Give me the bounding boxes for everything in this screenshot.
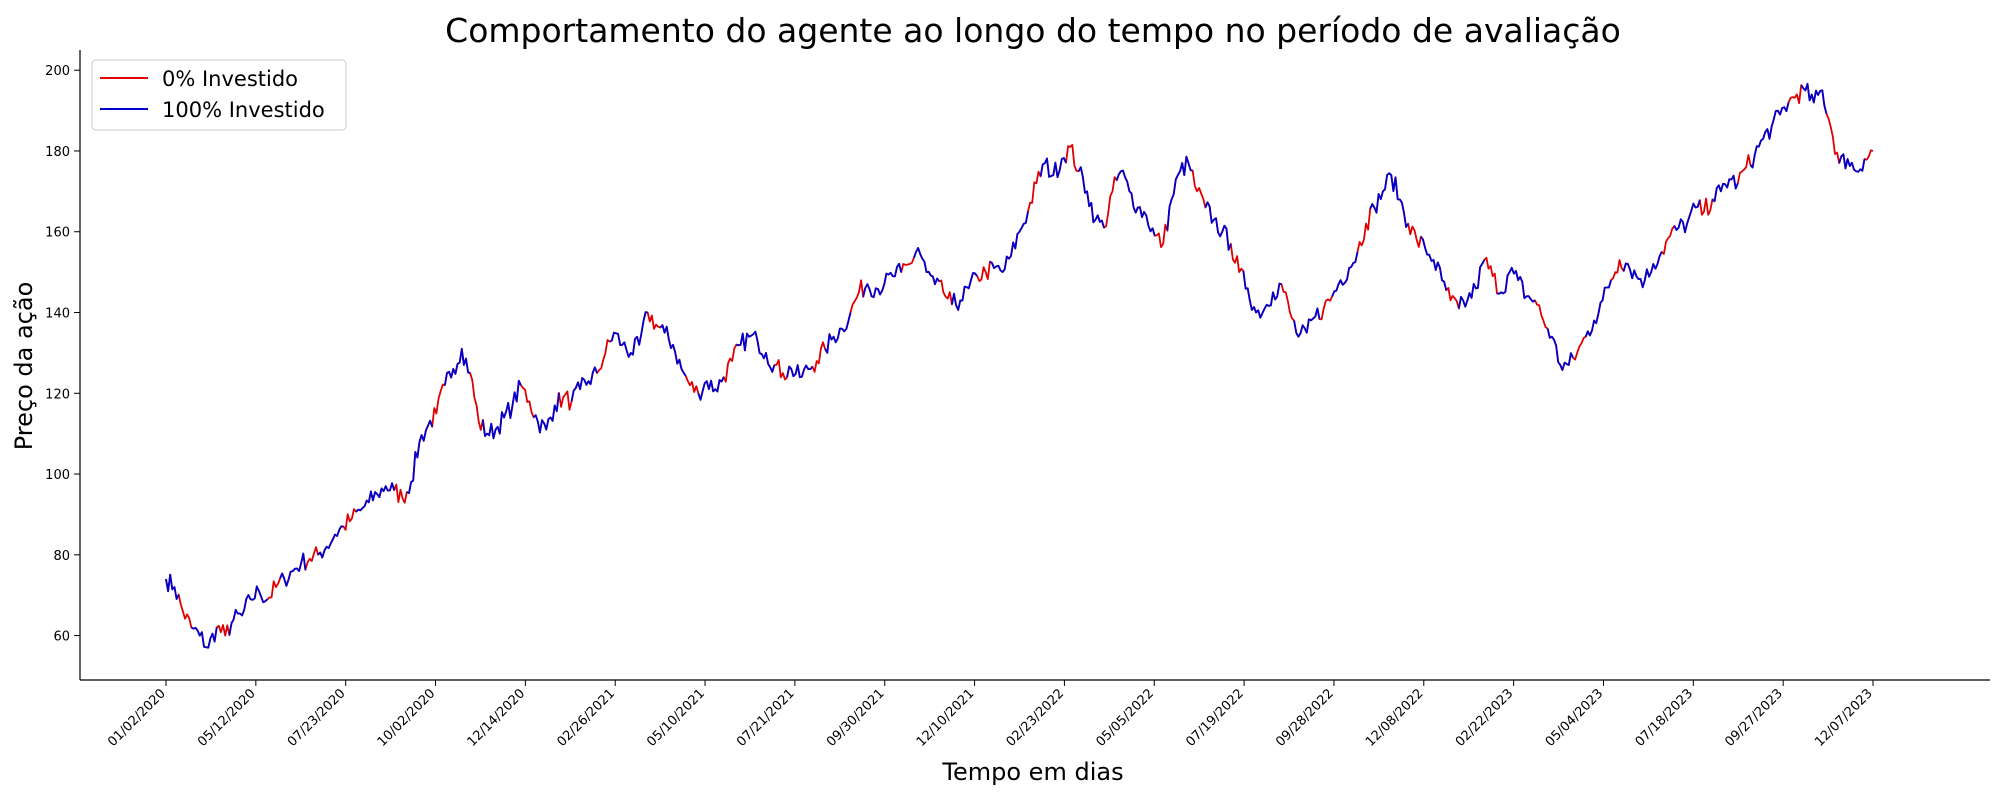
- y-tick-label: 120: [45, 387, 70, 402]
- x-tick-label: 12/10/2021: [914, 686, 978, 750]
- x-tick-label: 07/21/2021: [734, 686, 798, 750]
- y-tick-label: 180: [45, 145, 70, 160]
- legend-label-0-percent: 0% Investido: [162, 67, 298, 91]
- x-tick-label: 07/23/2020: [285, 686, 349, 750]
- x-tick-label: 09/30/2021: [824, 686, 888, 750]
- axes: 60 80 100 120 140 160 180 200 01/02/2020 05/12/20…: [45, 50, 1990, 750]
- legend-label-100-percent: 100% Investido: [162, 98, 325, 122]
- x-tick-label: 05/05/2022: [1093, 686, 1157, 750]
- x-tick-label: 02/22/2023: [1453, 686, 1517, 750]
- y-tick-label: 200: [45, 64, 70, 79]
- y-tick-label: 60: [53, 630, 70, 645]
- series-line-100-percent: [165, 82, 1866, 649]
- legend-box: [91, 59, 347, 131]
- x-tick-label: 02/23/2022: [1004, 686, 1068, 750]
- chart-title: Comportamento do agente ao longo do temp…: [445, 11, 1621, 50]
- x-tick-label: 05/12/2020: [195, 686, 259, 750]
- x-tick-label: 12/08/2022: [1363, 686, 1427, 750]
- y-axis-title: Preço da ação: [10, 282, 38, 451]
- series-layer: [165, 82, 1874, 649]
- x-tick-label: 10/02/2020: [375, 686, 439, 750]
- x-tick-label: 02/26/2021: [554, 686, 618, 750]
- y-tick-label: 100: [45, 468, 70, 483]
- x-tick-label: 05/10/2021: [644, 686, 708, 750]
- x-tick-label: 07/19/2022: [1183, 686, 1247, 750]
- x-tick-label: 07/18/2023: [1633, 686, 1697, 750]
- y-tick-label: 80: [53, 549, 70, 564]
- x-tick-label: 09/27/2023: [1722, 686, 1786, 750]
- legend: 0% Investido 100% Investido: [91, 59, 347, 131]
- x-tick-label: 05/04/2023: [1543, 686, 1607, 750]
- x-tick-label: 09/28/2022: [1273, 686, 1337, 750]
- y-tick-label: 160: [45, 226, 70, 241]
- x-axis-title: Tempo em dias: [941, 758, 1123, 786]
- y-tick-label: 140: [45, 307, 70, 322]
- x-tick-label: 01/02/2020: [105, 686, 169, 750]
- series-line-0-percent: [165, 82, 1874, 649]
- x-tick-label: 12/07/2023: [1812, 686, 1876, 750]
- x-tick-label: 12/14/2020: [465, 686, 529, 750]
